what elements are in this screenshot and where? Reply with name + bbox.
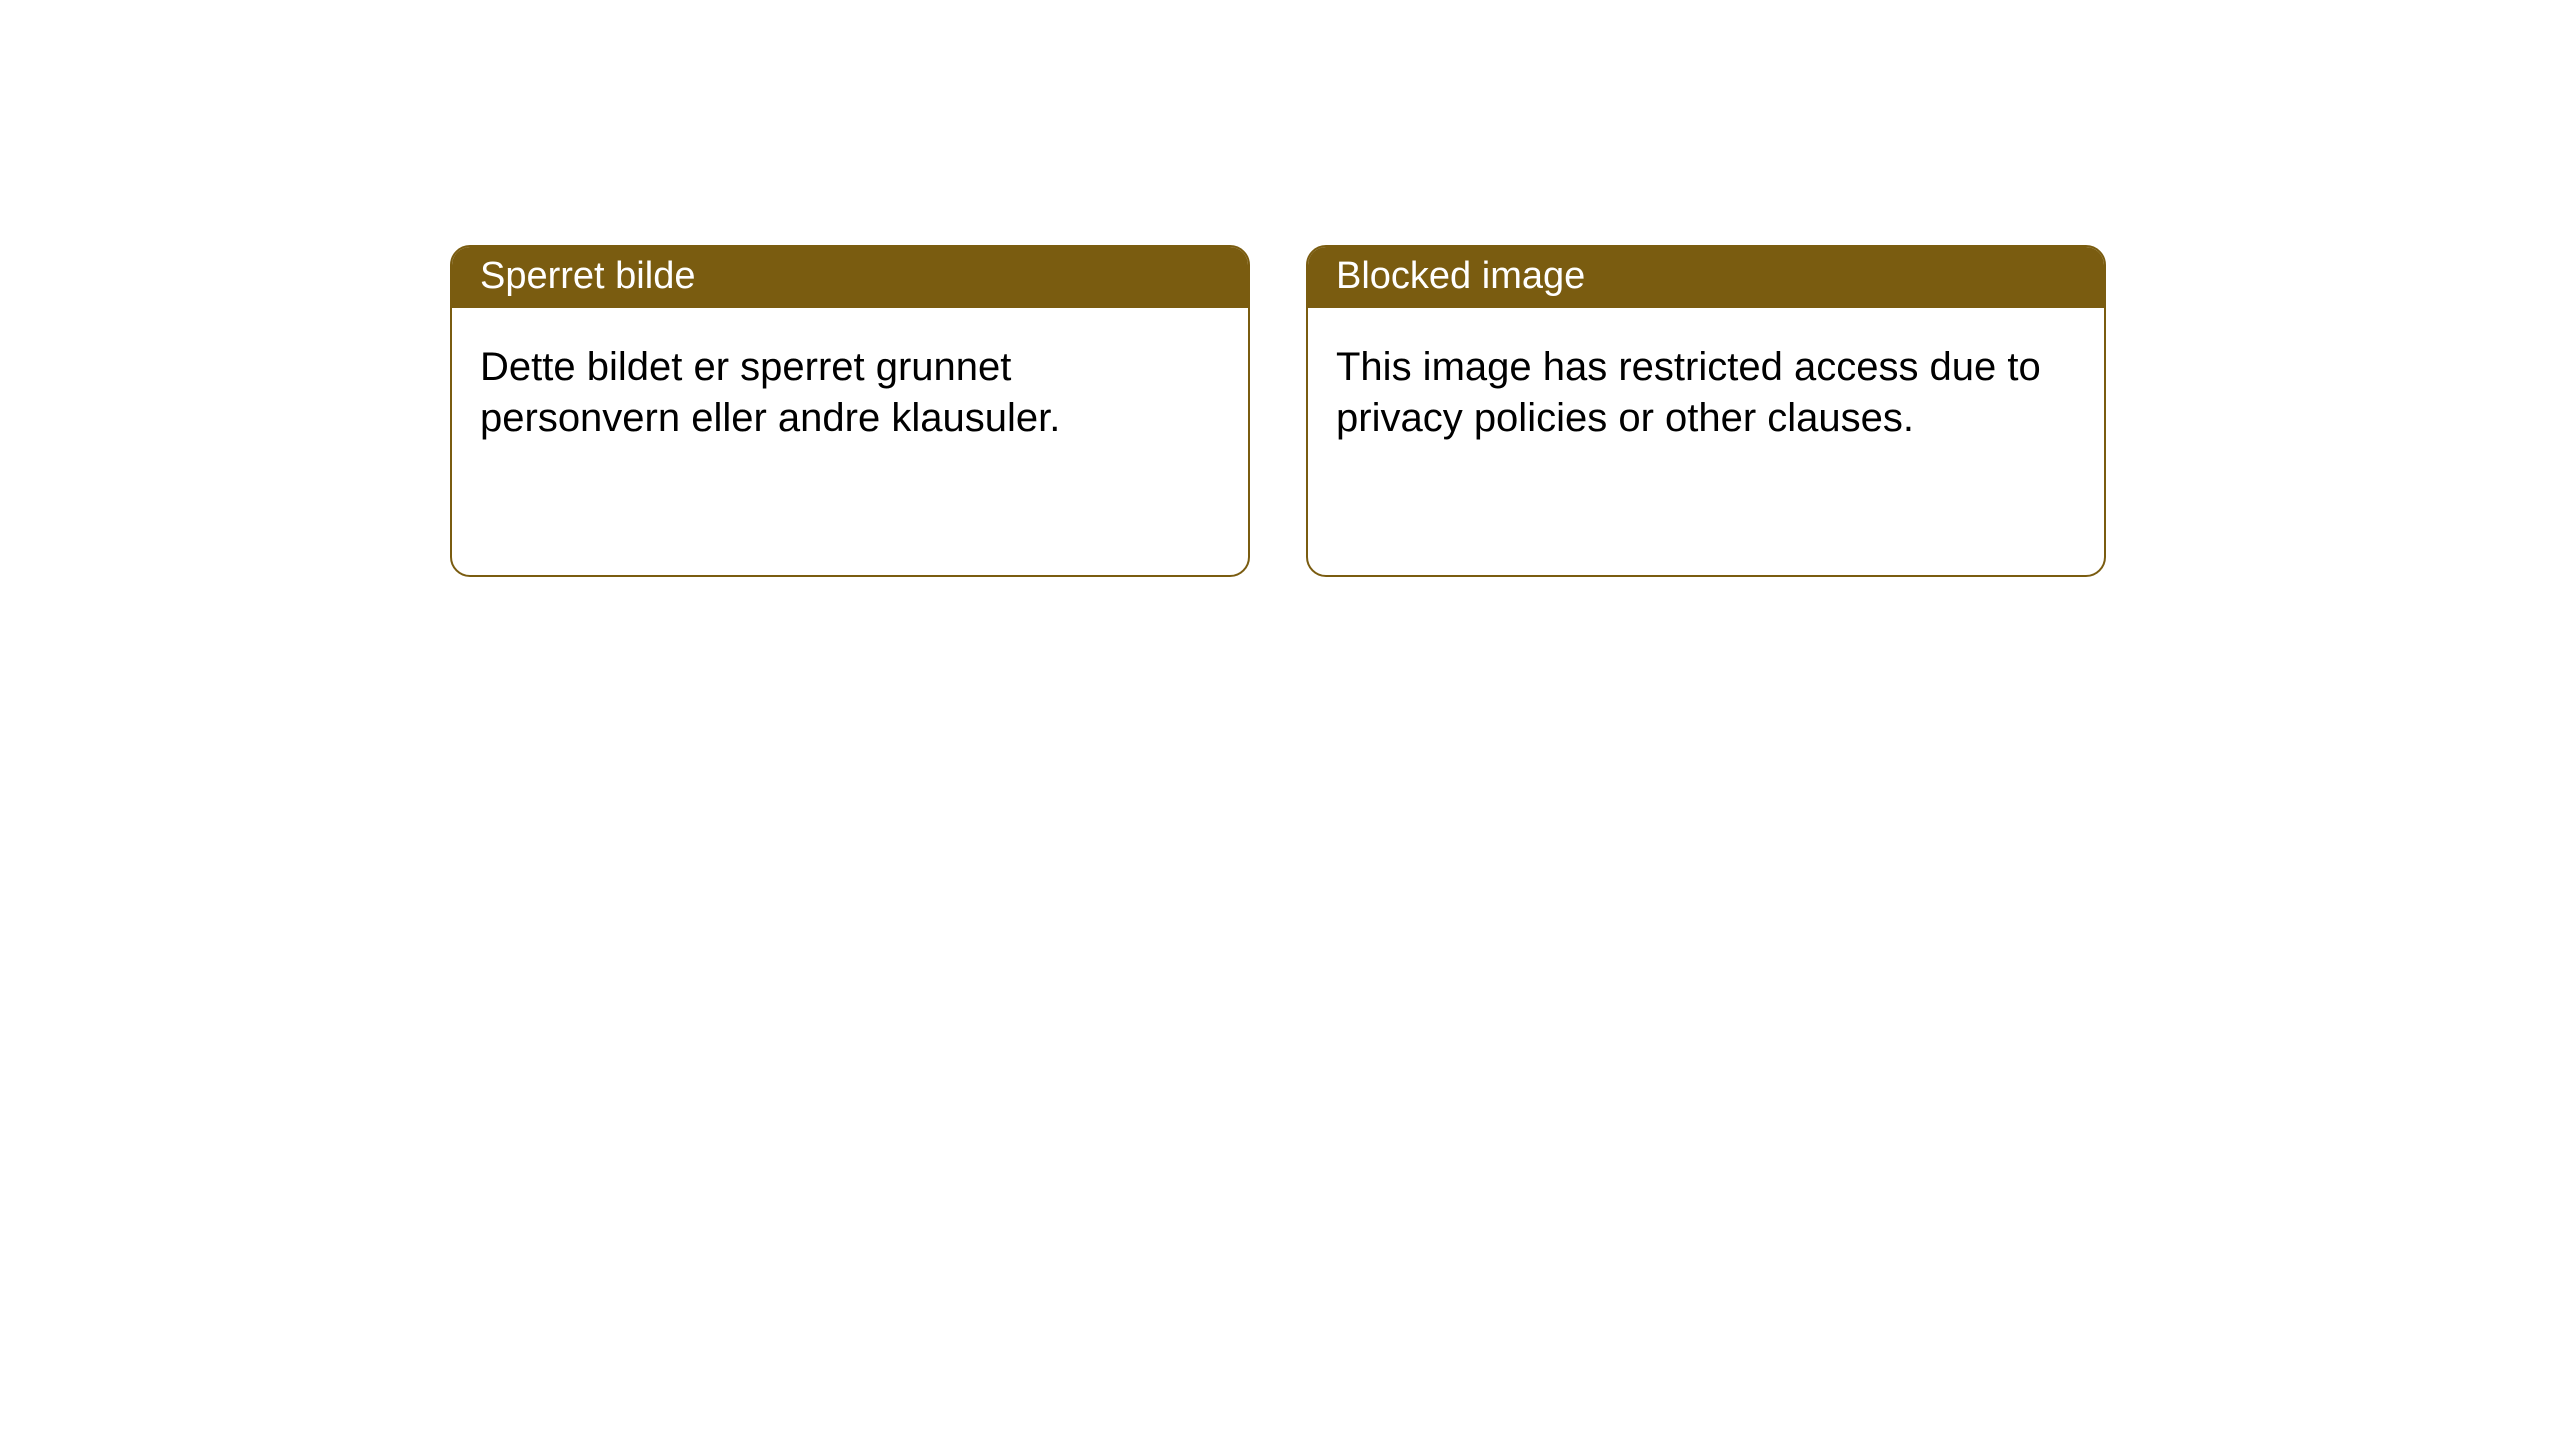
notice-card-english: Blocked image This image has restricted … — [1306, 245, 2106, 577]
notice-header-english: Blocked image — [1308, 247, 2104, 308]
notice-body-english: This image has restricted access due to … — [1308, 308, 2104, 478]
notice-header-norwegian: Sperret bilde — [452, 247, 1248, 308]
notice-card-norwegian: Sperret bilde Dette bildet er sperret gr… — [450, 245, 1250, 577]
notice-cards-container: Sperret bilde Dette bildet er sperret gr… — [0, 0, 2560, 577]
notice-body-norwegian: Dette bildet er sperret grunnet personve… — [452, 308, 1248, 478]
